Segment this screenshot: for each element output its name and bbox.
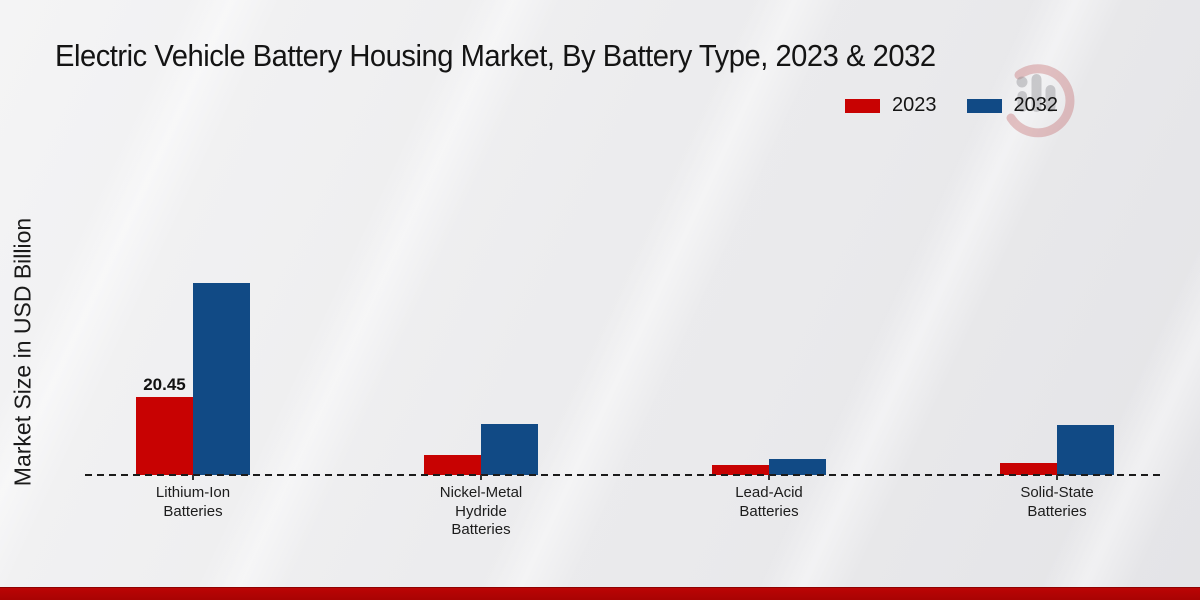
category-label: Lead-Acid Batteries [735, 484, 803, 520]
category-tick [768, 475, 770, 480]
bar-2032 [1057, 425, 1114, 475]
footer-accent-bar [0, 587, 1200, 600]
bar-value-label: 20.45 [143, 375, 186, 395]
category-label: Nickel-Metal Hydride Batteries [439, 484, 523, 538]
legend-label-2032: 2032 [1013, 94, 1059, 116]
bar-2032 [481, 423, 538, 475]
page-title: Electric Vehicle Battery Housing Market,… [55, 38, 936, 73]
watermark-logo-icon [995, 58, 1080, 148]
bar-2023 [712, 465, 769, 475]
legend-item-2032: 2032 [966, 94, 1059, 117]
category-tick [192, 475, 194, 480]
chart-legend: 2023 2032 [845, 94, 1058, 117]
category-label: Solid-State Batteries [1020, 484, 1094, 520]
legend-item-2023: 2023 [845, 94, 937, 117]
bar-2023 [424, 455, 481, 475]
legend-swatch-2023 [845, 98, 880, 113]
category-label: Lithium-Ion Batteries [155, 484, 231, 520]
x-axis-baseline [85, 474, 1165, 476]
bar-2023 [136, 397, 193, 475]
bar-2032 [769, 459, 826, 475]
bar-2023 [1000, 462, 1057, 475]
bar-2032 [193, 283, 250, 475]
category-tick [480, 475, 482, 480]
legend-label-2023: 2023 [892, 94, 937, 116]
category-tick [1056, 475, 1058, 480]
legend-swatch-2032 [966, 98, 1002, 113]
